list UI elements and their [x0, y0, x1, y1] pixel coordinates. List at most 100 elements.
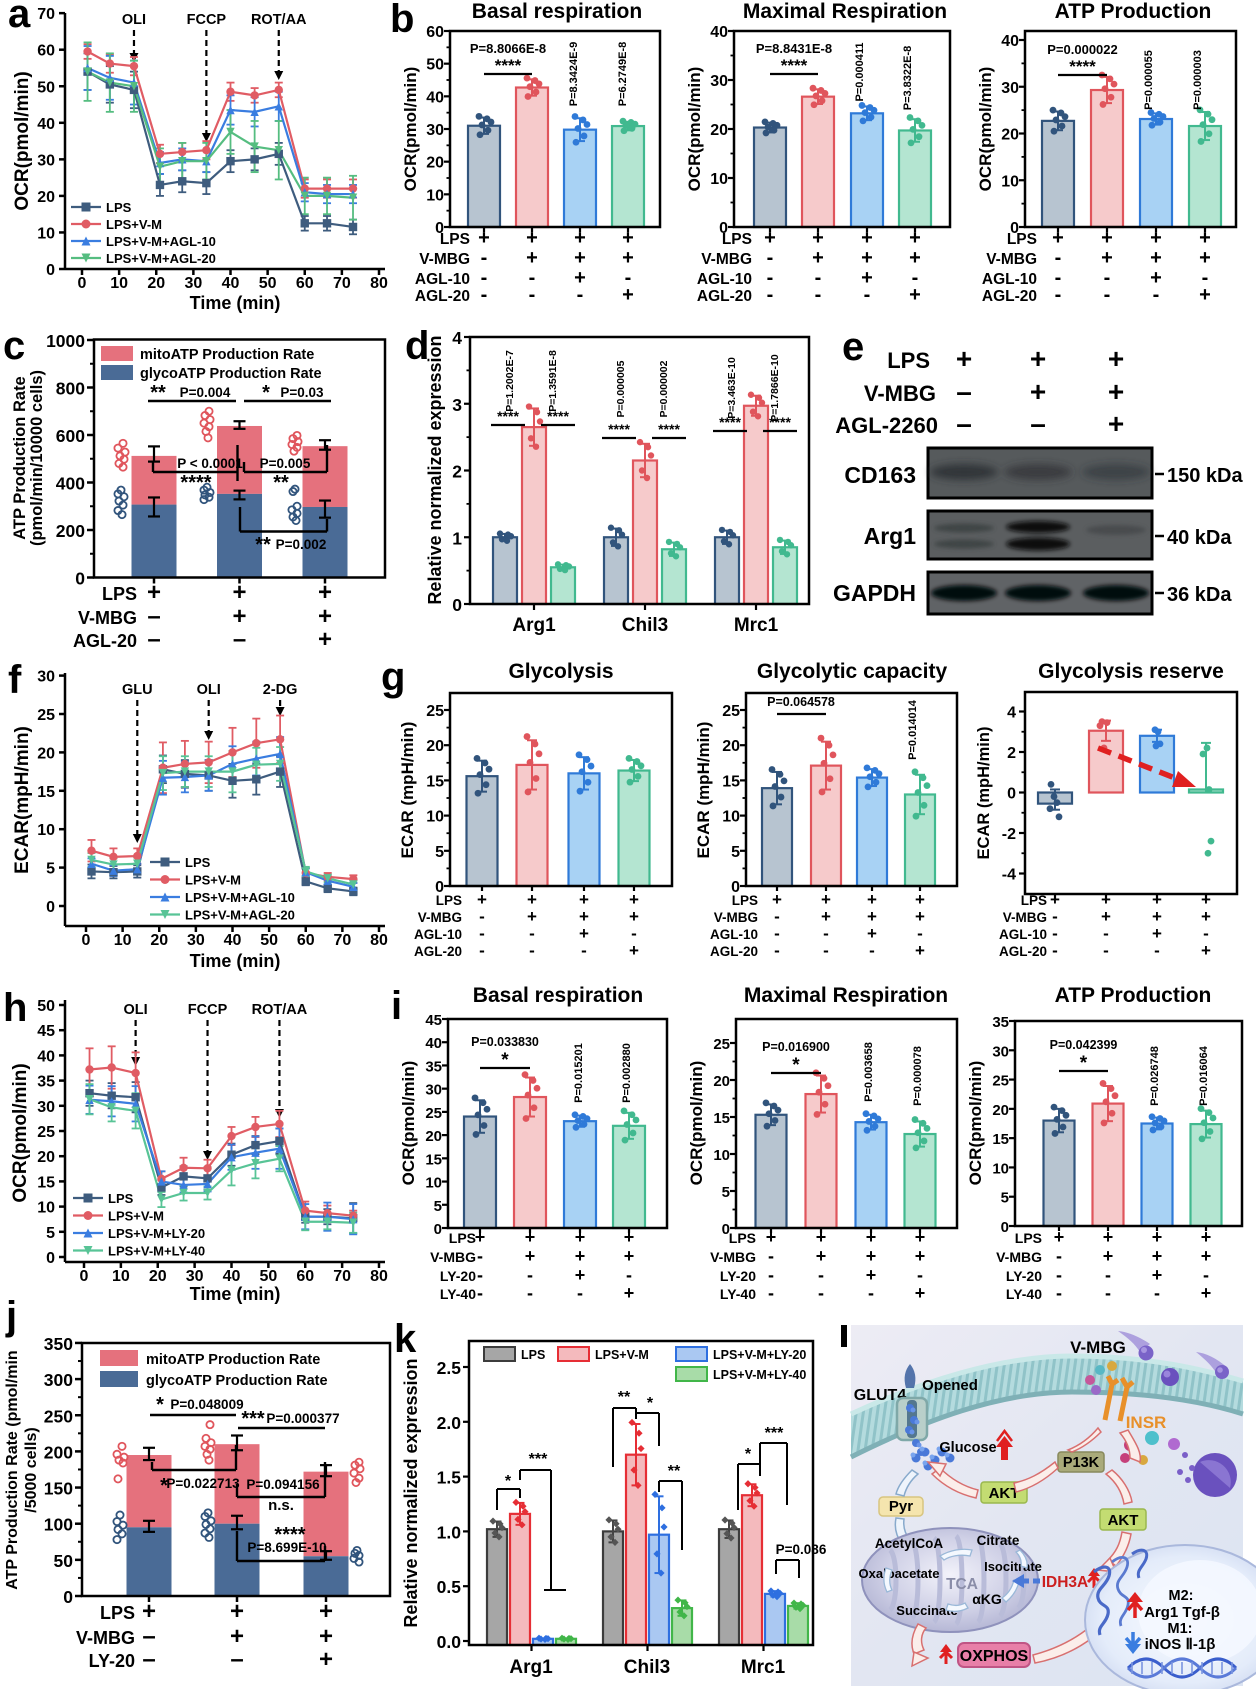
svg-text:ECAR (mpH/min): ECAR (mpH/min)	[694, 722, 713, 859]
svg-text:+: +	[478, 227, 490, 249]
svg-text:P=0.002880: P=0.002880	[621, 1043, 633, 1103]
svg-text:+: +	[475, 1227, 486, 1247]
svg-text:0: 0	[46, 1250, 55, 1267]
svg-text:+: +	[816, 1227, 827, 1247]
svg-text:P=0.033830: P=0.033830	[471, 1035, 539, 1049]
svg-text:–: –	[142, 1623, 155, 1650]
svg-text:g: g	[381, 655, 405, 699]
svg-text:P=0.002: P=0.002	[276, 537, 327, 552]
svg-text:-: -	[815, 267, 822, 289]
svg-text:+: +	[816, 1246, 827, 1266]
svg-text:250: 250	[44, 1406, 73, 1426]
svg-text:-: -	[869, 941, 875, 960]
svg-text:+: +	[812, 247, 824, 269]
svg-text:0: 0	[1010, 220, 1019, 237]
svg-text:-: -	[815, 284, 822, 306]
svg-text:****: ****	[781, 56, 808, 75]
svg-text:ECAR (mpH/min): ECAR (mpH/min)	[398, 722, 417, 859]
svg-text:30: 30	[1001, 80, 1019, 97]
svg-text:+: +	[629, 890, 639, 909]
svg-text:AGL-2260: AGL-2260	[835, 413, 938, 438]
svg-text:–: –	[147, 626, 160, 653]
svg-text:2.5: 2.5	[437, 1358, 462, 1378]
svg-text:+: +	[1150, 267, 1162, 289]
svg-text:-: -	[1103, 924, 1109, 943]
svg-text:V-MBG: V-MBG	[78, 608, 137, 628]
svg-text:P=0.003658: P=0.003658	[863, 1042, 875, 1102]
svg-text:αKG: αKG	[972, 1591, 1002, 1607]
svg-text:30: 30	[186, 1268, 204, 1285]
svg-text:–: –	[230, 1646, 243, 1673]
svg-text:+: +	[1152, 1246, 1163, 1266]
svg-text:-: -	[1104, 267, 1111, 289]
svg-text:–: –	[147, 603, 160, 630]
svg-text:50: 50	[426, 57, 444, 74]
svg-text:25: 25	[37, 1124, 55, 1141]
svg-text:+: +	[1152, 1265, 1163, 1285]
svg-text:10: 10	[37, 822, 55, 839]
svg-text:+: +	[867, 924, 877, 943]
svg-text:40: 40	[710, 24, 728, 41]
svg-text:5: 5	[722, 1184, 730, 1201]
svg-text:+: +	[575, 1227, 586, 1247]
svg-text:Chil3: Chil3	[622, 615, 668, 636]
svg-text:OCR(pmol/min): OCR(pmol/min)	[401, 67, 420, 192]
svg-text:OCR(pmol/min): OCR(pmol/min)	[10, 1063, 31, 1202]
svg-text:LPS: LPS	[1015, 1230, 1042, 1246]
svg-text:+: +	[861, 267, 873, 289]
svg-text:LPS: LPS	[732, 893, 758, 908]
svg-text:*: *	[1080, 1053, 1088, 1074]
svg-text:+: +	[909, 227, 921, 249]
svg-text:Basal respiration: Basal respiration	[472, 0, 642, 23]
svg-text:+: +	[574, 247, 586, 269]
svg-text:-: -	[823, 924, 829, 943]
svg-text:V-MBG: V-MBG	[986, 251, 1037, 268]
svg-text:-: -	[625, 267, 632, 289]
svg-text:OLI: OLI	[124, 1002, 148, 1018]
svg-text:-: -	[767, 267, 774, 289]
svg-text:100: 100	[44, 1515, 73, 1535]
svg-text:ROT/AA: ROT/AA	[251, 12, 307, 28]
svg-text:OCR(pmol/min): OCR(pmol/min)	[685, 67, 704, 192]
svg-text:350: 350	[44, 1334, 73, 1354]
svg-text:20: 20	[37, 1149, 55, 1166]
svg-text:45: 45	[425, 1012, 442, 1029]
svg-text:20: 20	[722, 738, 740, 755]
svg-text:+: +	[1030, 343, 1046, 374]
svg-text:40: 40	[37, 116, 55, 133]
svg-text:-: -	[917, 924, 923, 943]
svg-text:-: -	[1052, 924, 1058, 943]
svg-text:P=8.699E-10: P=8.699E-10	[247, 1540, 326, 1555]
svg-text:LPS: LPS	[722, 231, 752, 248]
svg-text:70: 70	[333, 275, 351, 292]
svg-text:****: ****	[658, 421, 680, 437]
svg-text:AKT: AKT	[1108, 1512, 1139, 1529]
svg-text:****: ****	[719, 414, 741, 430]
svg-text:P=0.000411: P=0.000411	[854, 42, 866, 101]
svg-text:+: +	[1108, 343, 1124, 374]
svg-text:AGL-20: AGL-20	[414, 944, 462, 959]
svg-text:-: -	[477, 1246, 483, 1266]
svg-text:30: 30	[184, 275, 202, 292]
svg-text:+: +	[622, 227, 634, 249]
svg-text:ATP Production: ATP Production	[1055, 984, 1212, 1007]
svg-text:V-MBG: V-MBG	[419, 251, 470, 268]
svg-text:+: +	[1201, 941, 1211, 960]
svg-text:30: 30	[37, 1099, 55, 1116]
svg-text:+: +	[318, 626, 332, 653]
svg-text:10: 10	[426, 187, 444, 204]
svg-text:LY-20: LY-20	[89, 1651, 135, 1671]
svg-text:-: -	[767, 284, 774, 306]
svg-text:+: +	[629, 941, 639, 960]
svg-text:LPS: LPS	[100, 1603, 135, 1623]
svg-text:P=0.048009: P=0.048009	[170, 1397, 243, 1412]
svg-text:50: 50	[54, 1551, 74, 1571]
svg-text:P=0.000003: P=0.000003	[1192, 50, 1204, 110]
svg-text:Opened: Opened	[922, 1377, 978, 1394]
svg-text:AGL-10: AGL-10	[415, 271, 470, 288]
svg-text:+: +	[1201, 907, 1211, 926]
svg-text:LPS+V-M+LY-40: LPS+V-M+LY-40	[108, 1244, 205, 1259]
svg-text:LPS: LPS	[521, 1348, 545, 1362]
svg-text:+: +	[574, 267, 586, 289]
svg-text:LPS: LPS	[1021, 893, 1047, 908]
